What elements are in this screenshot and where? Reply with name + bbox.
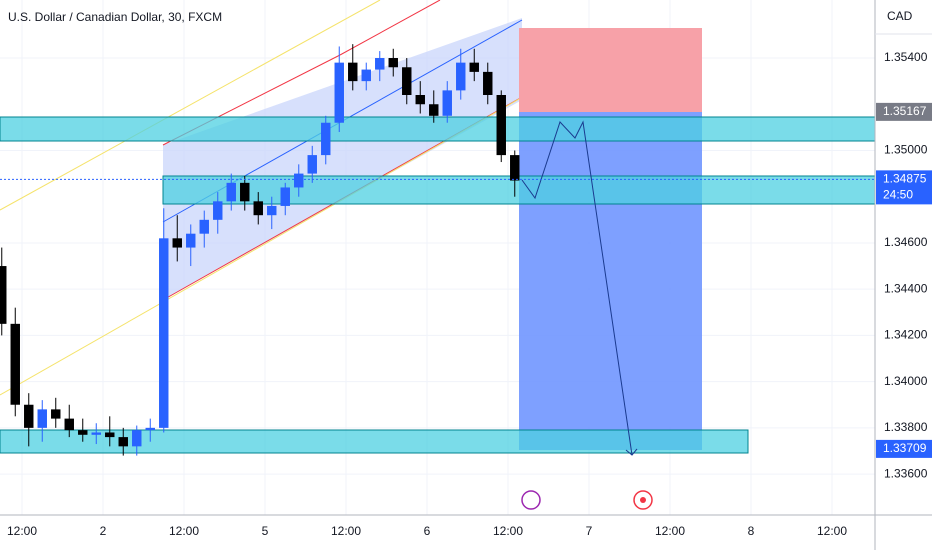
candle-body [267, 205, 277, 216]
candle-body [307, 155, 317, 174]
x-tick-label: 12:00 [331, 524, 361, 538]
event-icon-dot [640, 497, 646, 503]
x-tick-label: 5 [262, 524, 269, 538]
candle-body [172, 238, 182, 248]
candle-body [496, 95, 506, 156]
event-icon[interactable] [521, 490, 541, 510]
price-label-box [876, 439, 932, 458]
x-tick-label: 12:00 [169, 524, 199, 538]
candle-body [483, 71, 493, 96]
price-label: 1.33709 [883, 441, 927, 455]
candle-body [321, 122, 331, 156]
candle-body [64, 418, 74, 431]
candle-body [159, 238, 169, 428]
candle-body [388, 58, 398, 68]
price-axis [875, 0, 932, 550]
x-tick-label: 6 [424, 524, 431, 538]
target-zone [519, 112, 702, 450]
y-tick-label: 1.33800 [884, 420, 928, 434]
y-tick-label: 1.33600 [884, 466, 928, 480]
candle-body [199, 219, 209, 234]
y-tick-label: 1.34600 [884, 235, 928, 249]
price-label-box [876, 102, 932, 121]
stop-zone [519, 28, 702, 112]
candle-body [348, 62, 358, 82]
candle-body [280, 187, 290, 206]
candle-body [226, 182, 236, 202]
channel-top [339, 0, 441, 56]
candle-body [51, 409, 61, 419]
drawings [0, 0, 876, 510]
x-tick-label: 12:00 [817, 524, 847, 538]
candle-body [415, 95, 425, 105]
candle-body [0, 266, 7, 324]
x-tick-label: 8 [748, 524, 755, 538]
candle-body [334, 62, 344, 123]
projection [521, 120, 633, 456]
chart-title: U.S. Dollar / Canadian Dollar, 30, FXCM [8, 10, 222, 24]
trend-line [0, 0, 381, 211]
x-tick-label: 7 [586, 524, 593, 538]
candle-body [213, 201, 223, 220]
candle-body [10, 323, 20, 405]
x-tick-label: 12:00 [493, 524, 523, 538]
price-label: 1.35167 [883, 104, 927, 118]
y-tick-label: 1.35000 [884, 143, 928, 157]
y-tick-label: 1.34000 [884, 374, 928, 388]
zone [0, 429, 749, 454]
projection-arrow [625, 448, 638, 456]
y-tick-label: 1.35400 [884, 50, 928, 64]
countdown: 24:50 [883, 188, 913, 202]
candle-body [91, 432, 101, 435]
candle-body [145, 427, 155, 431]
price-label-box [876, 170, 932, 205]
x-tick-label: 12:00 [7, 524, 37, 538]
candle-body [37, 409, 47, 428]
candle-body [456, 62, 466, 91]
candle-body [105, 432, 115, 438]
candle-body [361, 69, 371, 82]
channel-fill [163, 18, 522, 300]
candle-body [429, 104, 439, 116]
candle-body [132, 430, 142, 447]
zone [0, 116, 876, 142]
candle-body [186, 233, 196, 248]
candle-body [402, 67, 412, 96]
candle-body [118, 437, 128, 447]
candle-body [442, 90, 452, 116]
candle-body [240, 182, 250, 202]
candle-body [78, 430, 88, 435]
candle-body [24, 404, 34, 428]
candle-body [469, 62, 479, 72]
currency: CAD [887, 9, 913, 23]
price-label: 1.34875 [883, 172, 927, 186]
y-tick-label: 1.34400 [884, 281, 928, 295]
time-axis [0, 515, 932, 550]
candles [0, 44, 875, 456]
candle-body [510, 155, 520, 181]
x-tick-label: 2 [100, 524, 107, 538]
y-tick-label: 1.34200 [884, 328, 928, 342]
candle-body [375, 58, 385, 70]
x-tick-label: 12:00 [655, 524, 685, 538]
candle-body [253, 201, 263, 216]
candle-body [294, 173, 304, 188]
